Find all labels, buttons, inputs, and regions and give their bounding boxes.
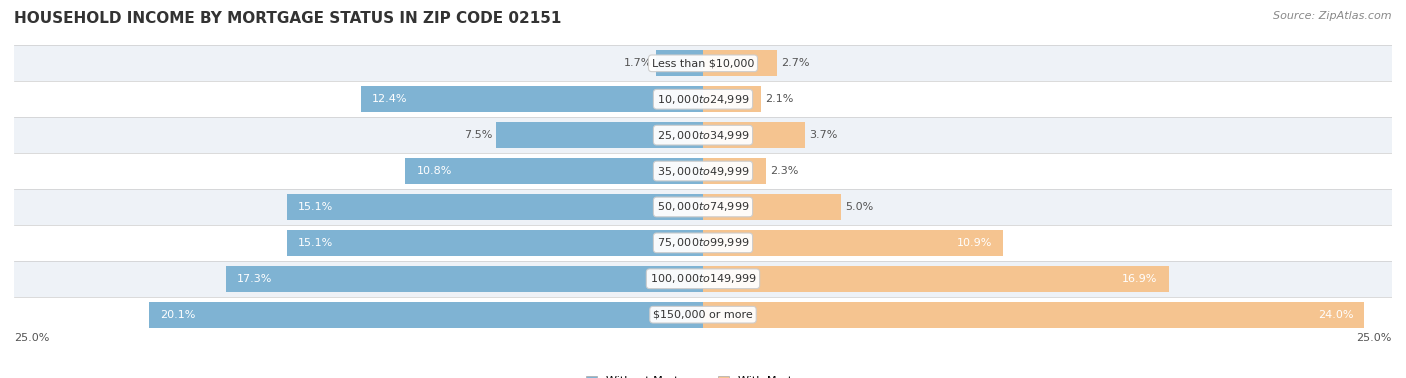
Legend: Without Mortgage, With Mortgage: Without Mortgage, With Mortgage [582,371,824,378]
Text: $75,000 to $99,999: $75,000 to $99,999 [657,236,749,249]
Bar [14,45,1392,81]
Bar [703,266,1168,292]
Bar [14,225,1392,261]
Bar [361,86,703,112]
Bar [14,81,1392,117]
Bar [703,50,778,76]
Text: 2.7%: 2.7% [782,58,810,68]
Bar [14,153,1392,189]
Text: 15.1%: 15.1% [298,238,333,248]
Text: 24.0%: 24.0% [1317,310,1354,320]
Bar [287,230,703,256]
Bar [703,230,1004,256]
Text: $35,000 to $49,999: $35,000 to $49,999 [657,164,749,178]
Text: $10,000 to $24,999: $10,000 to $24,999 [657,93,749,106]
Text: $100,000 to $149,999: $100,000 to $149,999 [650,272,756,285]
Bar [14,117,1392,153]
Text: 25.0%: 25.0% [14,333,49,342]
Text: 5.0%: 5.0% [845,202,873,212]
Bar [14,297,1392,333]
Bar [703,158,766,184]
Text: 2.1%: 2.1% [765,94,793,104]
Text: $50,000 to $74,999: $50,000 to $74,999 [657,200,749,214]
Bar [14,189,1392,225]
Text: 1.7%: 1.7% [624,58,652,68]
Text: 10.9%: 10.9% [957,238,993,248]
Bar [703,86,761,112]
Text: 10.8%: 10.8% [416,166,451,176]
Text: 15.1%: 15.1% [298,202,333,212]
Bar [14,261,1392,297]
Bar [703,194,841,220]
Bar [226,266,703,292]
Text: 3.7%: 3.7% [808,130,838,140]
Text: HOUSEHOLD INCOME BY MORTGAGE STATUS IN ZIP CODE 02151: HOUSEHOLD INCOME BY MORTGAGE STATUS IN Z… [14,11,561,26]
Text: 12.4%: 12.4% [373,94,408,104]
Text: Less than $10,000: Less than $10,000 [652,58,754,68]
Bar [149,302,703,328]
Text: $25,000 to $34,999: $25,000 to $34,999 [657,129,749,142]
Bar [657,50,703,76]
Text: 7.5%: 7.5% [464,130,492,140]
Text: $150,000 or more: $150,000 or more [654,310,752,320]
Bar [287,194,703,220]
Text: Source: ZipAtlas.com: Source: ZipAtlas.com [1274,11,1392,21]
Bar [405,158,703,184]
Text: 16.9%: 16.9% [1122,274,1157,284]
Text: 2.3%: 2.3% [770,166,799,176]
Bar [496,122,703,148]
Bar [703,122,806,148]
Text: 17.3%: 17.3% [238,274,273,284]
Bar [703,302,1364,328]
Text: 20.1%: 20.1% [160,310,195,320]
Text: 25.0%: 25.0% [1357,333,1392,342]
